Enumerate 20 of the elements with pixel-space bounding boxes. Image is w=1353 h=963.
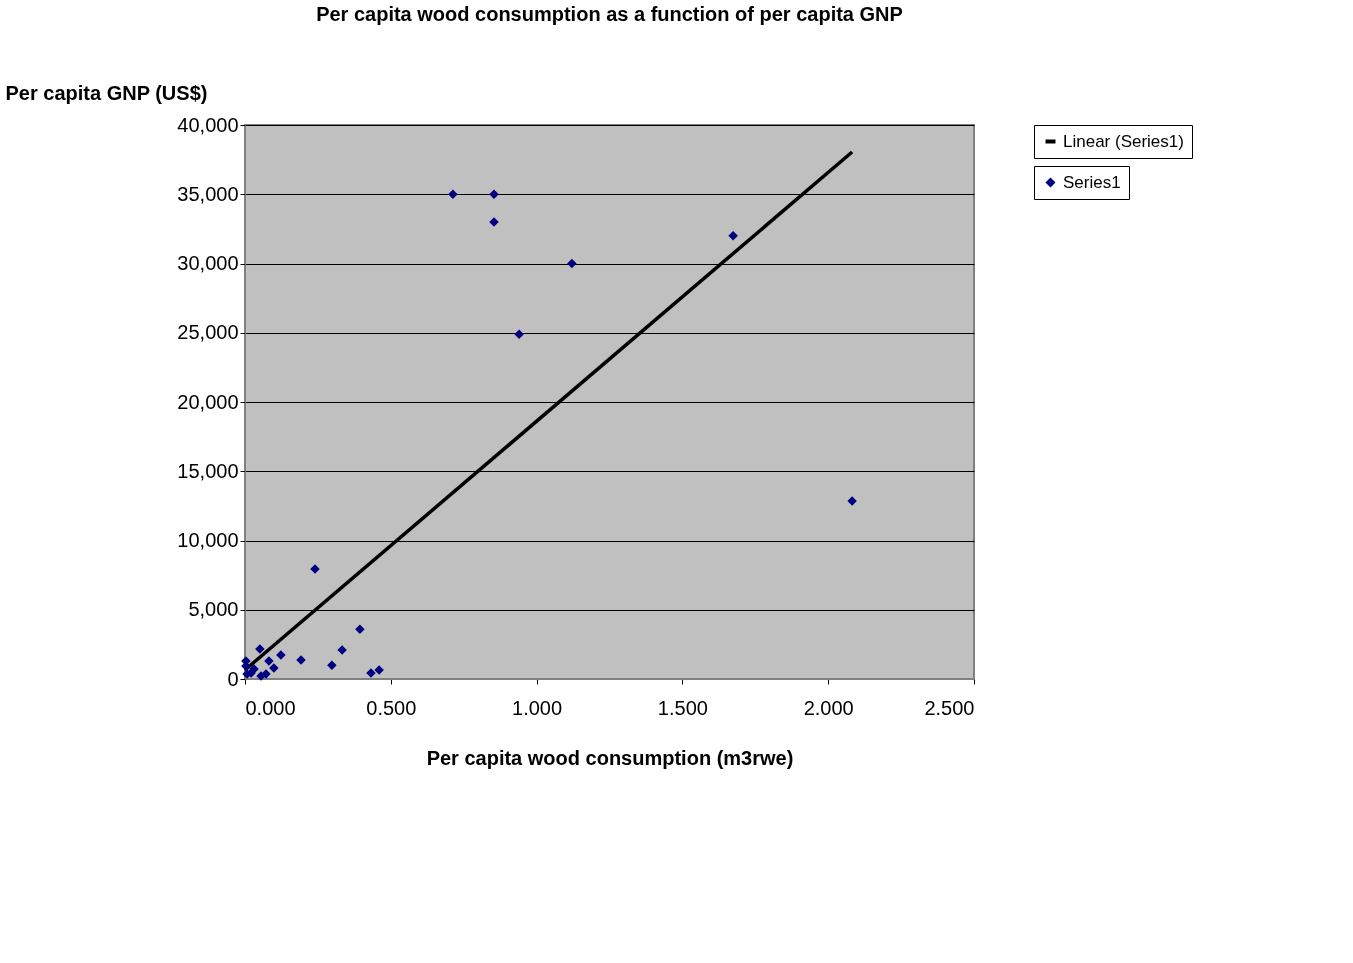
x-axis-title: Per capita wood consumption (m3rwe) <box>426 746 794 769</box>
y-tick-label: 15,000 <box>177 459 239 482</box>
x-tick-label: 1.500 <box>657 696 708 719</box>
y-axis-title: Per capita GNP (US$) <box>5 81 208 104</box>
y-tick-label: 20,000 <box>177 390 239 413</box>
chart-title: Per capita wood consumption as a function of per capita GNP <box>316 3 903 25</box>
legend-label: Linear (Series1) <box>1063 131 1184 151</box>
x-tick-label: 1.000 <box>512 696 563 719</box>
x-tick-label: 0.500 <box>366 696 417 719</box>
y-tick-label: 25,000 <box>177 321 239 344</box>
x-tick-label: 2.000 <box>803 696 854 719</box>
y-tick-label: 30,000 <box>177 252 239 274</box>
legend-label: Series1 <box>1063 172 1121 192</box>
y-tick-label: 40,000 <box>177 113 239 136</box>
y-tick-label: 35,000 <box>177 182 239 205</box>
y-tick-label: 5,000 <box>188 598 239 621</box>
y-tick-label: 0 <box>227 667 239 690</box>
x-tick-label: 2.500 <box>924 696 975 719</box>
x-tick-label: 0.000 <box>245 696 296 719</box>
y-tick-label: 10,000 <box>177 529 239 551</box>
